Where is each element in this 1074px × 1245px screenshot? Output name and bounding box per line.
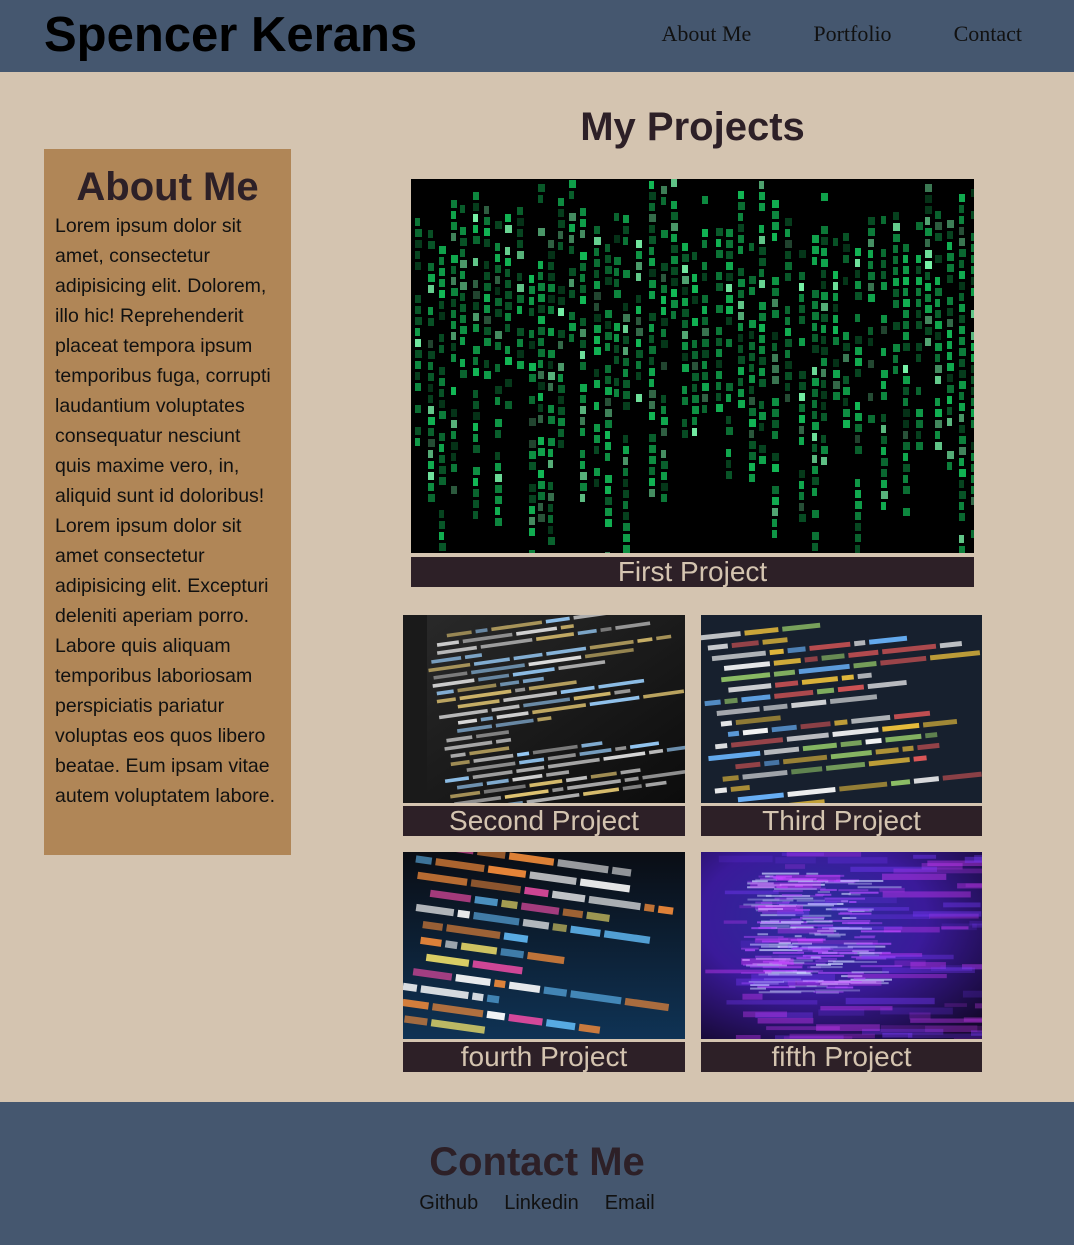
project-image-javascript-code[interactable] <box>701 615 982 803</box>
nav-portfolio[interactable]: Portfolio <box>813 21 892 46</box>
project-label-fifth: fifth Project <box>701 1042 982 1072</box>
site-header: Spencer Kerans About Me Portfolio Contac… <box>0 0 1074 72</box>
project-card-fifth[interactable]: fifth Project <box>701 852 982 1072</box>
contact-links: Github Linkedin Email <box>0 1190 1074 1216</box>
projects-heading: My Projects <box>580 105 805 149</box>
site-title: Spencer Kerans <box>44 8 418 62</box>
project-card-second[interactable]: Second Project <box>403 615 685 836</box>
about-me-heading: About Me <box>76 165 259 209</box>
main-nav: About Me Portfolio Contact <box>662 20 1023 48</box>
project-card-third[interactable]: Third Project <box>701 615 982 836</box>
linkedin-link[interactable]: Linkedin <box>504 1192 579 1214</box>
project-label-fourth: fourth Project <box>403 1042 685 1072</box>
email-link[interactable]: Email <box>604 1192 655 1214</box>
project-label-third: Third Project <box>701 806 982 836</box>
github-link[interactable]: Github <box>419 1192 479 1214</box>
nav-about-me[interactable]: About Me <box>661 21 752 46</box>
nav-contact[interactable]: Contact <box>953 21 1022 46</box>
project-card-first[interactable]: First Project <box>411 179 974 587</box>
about-me-section: About Me Lorem ipsum dolor sit amet, con… <box>44 149 291 855</box>
project-image-html-code[interactable] <box>403 615 685 803</box>
project-image-php-code[interactable] <box>403 852 685 1039</box>
about-me-text: Lorem ipsum dolor sit amet, consectetur … <box>55 215 276 807</box>
project-image-blurred-code[interactable] <box>701 852 982 1039</box>
project-card-fourth[interactable]: fourth Project <box>403 852 685 1072</box>
project-image-matrix[interactable] <box>411 179 974 553</box>
site-footer: Contact Me Github Linkedin Email <box>0 1102 1074 1245</box>
project-label-first: First Project <box>411 557 974 587</box>
project-label-second: Second Project <box>403 806 685 836</box>
contact-heading: Contact Me <box>429 1140 645 1184</box>
